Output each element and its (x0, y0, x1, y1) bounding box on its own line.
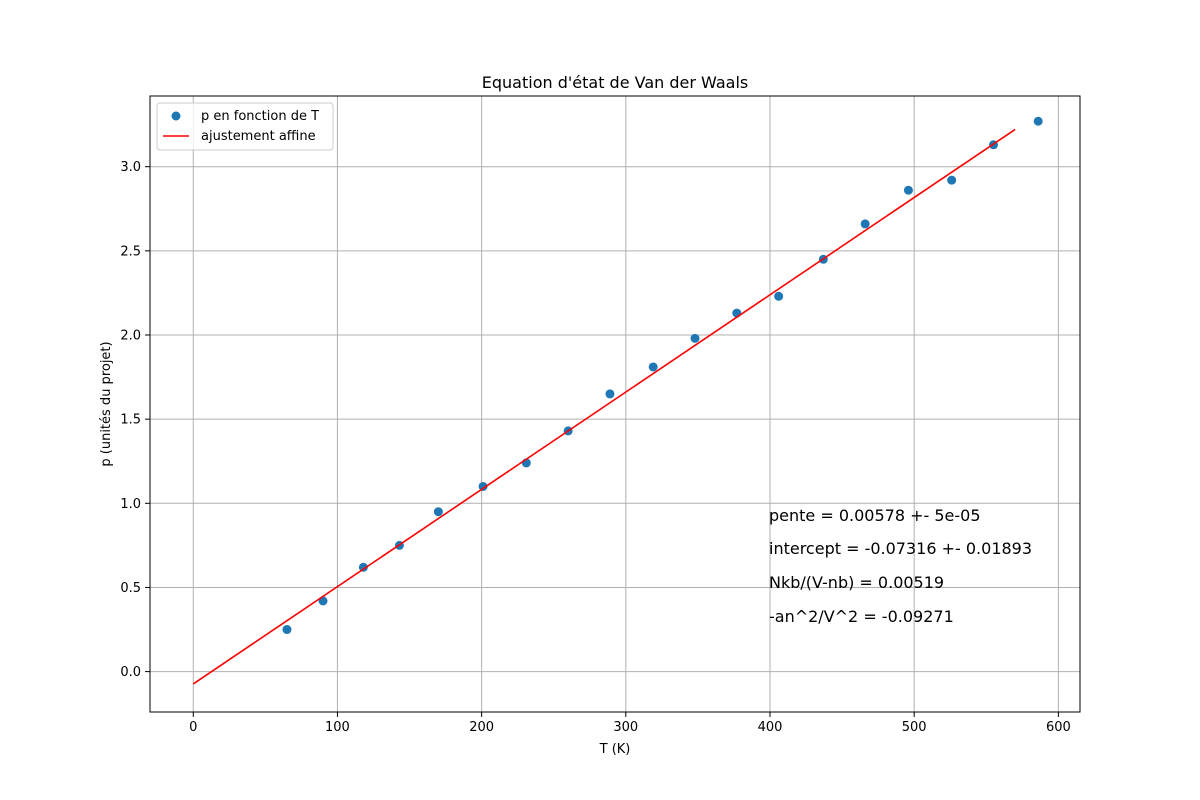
axes-frame (149, 95, 1081, 713)
fit-annotation: intercept = -0.07316 +- 0.01893 (769, 539, 1032, 558)
y-tick-label: 3.0 (120, 160, 141, 175)
fit-annotation: pente = 0.00578 +- 5e-05 (769, 506, 981, 525)
data-point (947, 175, 957, 185)
grid (150, 96, 1080, 712)
data-point (648, 362, 658, 372)
x-tick-label: 500 (902, 720, 927, 735)
y-tick-label: 0.0 (120, 665, 141, 680)
legend: p en fonction de T ajustement affine (156, 102, 334, 151)
y-tick-label: 2.0 (120, 328, 141, 343)
x-tick-label: 0 (189, 720, 197, 735)
data-point (903, 185, 913, 195)
fit-line (192, 128, 1016, 685)
data-point (1033, 116, 1043, 126)
data-point (478, 481, 488, 491)
data-point (774, 291, 784, 301)
data-point (690, 333, 700, 343)
series-layer (192, 116, 1043, 685)
x-tick-label: 200 (469, 720, 494, 735)
data-point (358, 562, 368, 572)
x-tick-label: 100 (325, 720, 350, 735)
chart-title: Equation d'état de Van der Waals (482, 73, 748, 92)
y-tick-label: 1.0 (120, 497, 141, 512)
fit-annotation: -an^2/V^2 = -0.09271 (769, 607, 954, 626)
ticks: 0 100 200 300 400 500 600 0.0 0.5 1.0 1.5 2.0 2.5 3.0 (120, 160, 1070, 735)
legend-marker-scatter (171, 111, 181, 121)
legend-label-scatter: p en fonction de T (201, 109, 319, 124)
data-point (605, 389, 615, 399)
x-tick-label: 400 (758, 720, 783, 735)
y-tick-label: 1.5 (120, 413, 141, 428)
y-axis-label: p (unités du projet) (99, 341, 114, 466)
fit-annotations: pente = 0.00578 +- 5e-05 intercept = -0.0… (769, 506, 1032, 626)
x-tick-label: 600 (1046, 720, 1071, 735)
legend-box (156, 102, 334, 151)
data-point (860, 219, 870, 229)
data-point (433, 507, 443, 517)
x-axis-label: T (K) (599, 742, 631, 757)
legend-label-fit: ajustement affine (201, 129, 316, 144)
data-point (282, 625, 292, 635)
y-tick-label: 0.5 (120, 581, 141, 596)
x-tick-label: 300 (613, 720, 638, 735)
fit-annotation: Nkb/(V-nb) = 0.00519 (769, 573, 944, 592)
y-tick-label: 2.5 (120, 244, 141, 259)
